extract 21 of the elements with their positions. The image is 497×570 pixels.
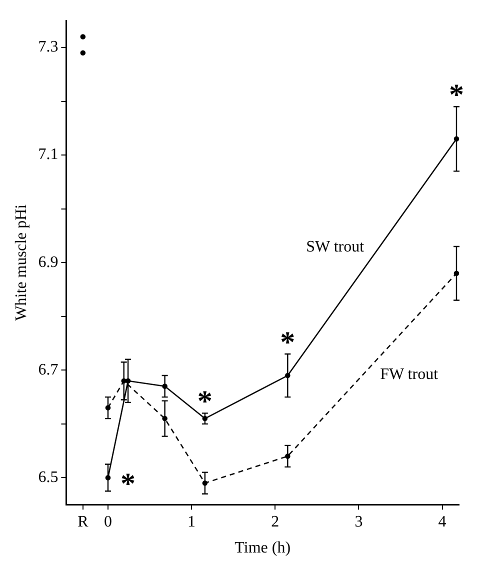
annotation: * (280, 326, 296, 359)
y-tick-label: 6.9 (38, 254, 58, 271)
y-axis-title: White muscle pHi (12, 204, 30, 321)
point (80, 34, 86, 40)
x-tick-label: 4 (438, 513, 446, 530)
x-tick-label: 2 (271, 513, 280, 530)
y-tick-label: 6.5 (38, 468, 58, 486)
x-axis-title: Time (h) (234, 540, 291, 557)
point (80, 50, 86, 56)
x-tick-label: 3 (354, 513, 363, 530)
x-tick-label: 0 (104, 513, 112, 530)
x-tick-label: 1 (188, 513, 196, 530)
y-tick-label: 7.1 (38, 146, 58, 164)
series-label: FW trout (380, 366, 439, 383)
y-tick-label: 7.3 (38, 38, 58, 56)
annotation: * (197, 384, 212, 418)
series-label: SW trout (306, 238, 365, 256)
x-tick-label: R (78, 513, 89, 530)
annotation: * (448, 78, 464, 112)
y-tick-label: 6.7 (38, 361, 58, 378)
annotation: * (120, 467, 136, 500)
